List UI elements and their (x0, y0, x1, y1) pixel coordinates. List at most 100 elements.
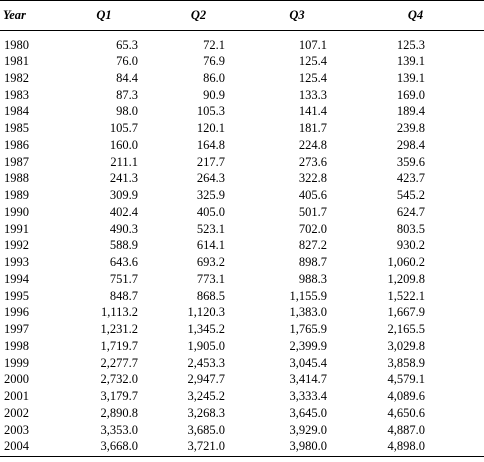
cell-q4: 3,858.9 (387, 355, 426, 370)
cell-q3: 125.4 (298, 54, 327, 68)
cell-year: 1990 (4, 204, 29, 219)
cell-q3: 3,414.7 (289, 372, 328, 387)
cell-q2: 217.7 (196, 154, 225, 169)
cell-q4: 1,522.1 (387, 288, 426, 303)
cell-year: 1997 (4, 322, 29, 336)
cell-year: 1993 (4, 255, 29, 269)
cell-q1: 98.0 (116, 104, 138, 119)
cell-year: 1983 (4, 87, 29, 102)
table-row: 1994 751.7 773.1 988.3 1,209.8 (0, 271, 484, 288)
cell-year: 1995 (4, 288, 29, 303)
cell-q4: 4,898.0 (347, 438, 484, 458)
cell-q1: 65.3 (116, 38, 138, 52)
header-q3: Q3 (247, 0, 347, 31)
cell-q1: 402.4 (109, 204, 138, 219)
cell-q1: 751.7 (109, 271, 138, 286)
header-year: Year (0, 0, 58, 31)
cell-q3: 125.4 (298, 70, 327, 85)
table-row: 1984 98.0 105.3 141.4 189.4 (0, 103, 484, 120)
cell-year: 1991 (4, 221, 29, 236)
cell-q3: 1,383.0 (289, 305, 328, 320)
cell-q2: 3,268.3 (187, 405, 226, 420)
cell-q2: 90.9 (203, 87, 225, 102)
cell-q1: 241.3 (109, 171, 138, 186)
cell-q2: 120.1 (196, 121, 225, 135)
cell-q3: 224.8 (298, 137, 327, 152)
table-row: 2004 3,668.0 3,721.0 3,980.0 4,898.0 (0, 438, 484, 458)
cell-q1: 84.4 (116, 70, 138, 85)
cell-q4: 2,165.5 (387, 322, 426, 336)
cell-q2: 2,947.7 (187, 372, 226, 387)
cell-year: 2001 (4, 389, 29, 403)
table-row: 1991 490.3 523.1 702.0 803.5 (0, 221, 484, 238)
table-row: 1987 211.1 217.7 273.6 359.6 (0, 154, 484, 171)
cell-q4: 930.2 (396, 238, 425, 253)
cell-q3: 827.2 (298, 238, 327, 253)
cell-q4: 423.7 (396, 171, 425, 186)
table-row: 2001 3,179.7 3,245.2 3,333.4 4,089.6 (0, 388, 484, 405)
cell-year: 1989 (4, 188, 29, 202)
cell-q4: 139.1 (396, 70, 425, 85)
cell-year: 1988 (4, 171, 29, 186)
cell-year: 1998 (4, 338, 29, 353)
table-row: 1986 160.0 164.8 224.8 298.4 (0, 137, 484, 154)
cell-q4: 125.3 (396, 38, 425, 52)
cell-q3: 107.1 (298, 38, 327, 52)
cell-q3: 501.7 (298, 204, 327, 219)
cell-q3: 1,155.9 (289, 288, 328, 303)
table-row: 1998 1,719.7 1,905.0 2,399.9 3,029.8 (0, 338, 484, 355)
cell-q1: 643.6 (109, 255, 138, 269)
table-row: 1980 65.3 72.1 107.1 125.3 (0, 31, 484, 54)
cell-year: 2003 (4, 422, 29, 437)
cell-q2: 868.5 (196, 288, 225, 303)
table-row: 2002 2,890.8 3,268.3 3,645.0 4,650.6 (0, 405, 484, 422)
cell-q1: 1,231.2 (100, 322, 139, 336)
table-row: 1995 848.7 868.5 1,155.9 1,522.1 (0, 288, 484, 305)
cell-q2: 614.1 (196, 238, 225, 253)
cell-year: 1980 (4, 38, 29, 52)
cell-q2: 693.2 (196, 255, 225, 269)
cell-q1: 105.7 (109, 121, 138, 135)
cell-q1: 76.0 (116, 54, 138, 68)
table-header: Year Q1 Q2 Q3 Q4 (0, 0, 484, 31)
cell-year: 1985 (4, 121, 29, 135)
cell-q2: 72.1 (203, 38, 225, 52)
cell-q1: 1,719.7 (100, 338, 139, 353)
table-row: 1999 2,277.7 2,453.3 3,045.4 3,858.9 (0, 355, 484, 372)
cell-q2: 1,905.0 (187, 338, 226, 353)
cell-year: 2000 (4, 372, 29, 387)
cell-q1: 3,353.0 (100, 422, 139, 437)
cell-q2: 523.1 (196, 221, 225, 236)
cell-q1: 1,113.2 (100, 305, 138, 320)
table-row: 1983 87.3 90.9 133.3 169.0 (0, 87, 484, 104)
cell-q4: 803.5 (396, 221, 425, 236)
cell-year: 1994 (4, 271, 29, 286)
cell-year: 2002 (4, 405, 29, 420)
cell-q4: 169.0 (396, 87, 425, 102)
cell-q3: 3,929.0 (289, 422, 328, 437)
cell-q3: 702.0 (298, 221, 327, 236)
header-q4: Q4 (347, 0, 484, 31)
cell-q3: 1,765.9 (289, 322, 328, 336)
cell-q4: 3,029.8 (387, 338, 426, 353)
cell-q2: 86.0 (203, 70, 225, 85)
cell-q1: 3,668.0 (58, 438, 150, 458)
cell-q2: 105.3 (196, 104, 225, 119)
cell-q1: 160.0 (109, 137, 138, 152)
cell-q2: 325.9 (196, 188, 225, 202)
table-row: 1982 84.4 86.0 125.4 139.1 (0, 70, 484, 87)
cell-q4: 4,887.0 (387, 422, 426, 437)
cell-q3: 141.4 (298, 104, 327, 119)
cell-q1: 309.9 (109, 188, 138, 202)
cell-q1: 2,732.0 (100, 372, 139, 387)
cell-q2: 164.8 (196, 137, 225, 152)
cell-q3: 322.8 (298, 171, 327, 186)
cell-q2: 76.9 (203, 54, 225, 68)
cell-year: 1996 (4, 305, 29, 320)
cell-year: 2004 (0, 438, 58, 458)
cell-q4: 189.4 (396, 104, 425, 119)
cell-q4: 4,579.1 (387, 372, 426, 387)
cell-q3: 181.7 (298, 121, 327, 135)
